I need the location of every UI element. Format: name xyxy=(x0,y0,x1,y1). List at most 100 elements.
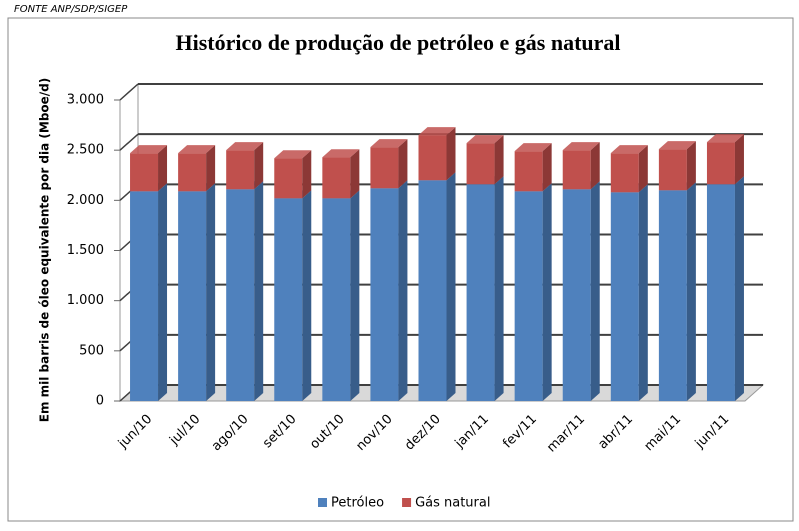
bar-side xyxy=(590,142,600,190)
bar-top xyxy=(370,139,408,148)
bar-side xyxy=(302,150,312,199)
bar-top xyxy=(610,145,648,154)
bar-side xyxy=(734,176,744,401)
bar-front xyxy=(418,135,447,181)
bar-top xyxy=(706,134,744,143)
bar-segment xyxy=(514,143,552,192)
bar-top xyxy=(226,142,264,151)
bar-segment xyxy=(706,134,744,185)
bar-side xyxy=(542,183,552,401)
bar-front xyxy=(562,150,591,190)
legend-label: Petróleo xyxy=(331,496,384,511)
bar-side xyxy=(638,145,648,193)
bar-front xyxy=(514,191,543,401)
bar-segment xyxy=(418,172,456,401)
bar-front xyxy=(658,190,687,401)
bar-segment xyxy=(226,181,264,401)
bar-side xyxy=(398,180,408,401)
y-tick-label: 2.500 xyxy=(67,143,104,158)
bar-segment xyxy=(418,127,456,181)
bar-front xyxy=(706,184,735,401)
source-note: FONTE ANP/SDP/SIGEP xyxy=(14,4,128,15)
bar-segment xyxy=(610,184,648,401)
bar-side xyxy=(158,183,168,401)
grid-line-side xyxy=(119,133,139,151)
bar-front xyxy=(370,147,399,189)
bar-side xyxy=(398,139,408,189)
bar-side xyxy=(446,172,456,401)
bar-side xyxy=(254,181,264,401)
bar-segment xyxy=(226,142,264,190)
bar-front xyxy=(658,149,687,191)
bar-segment xyxy=(322,190,360,401)
bar-front xyxy=(610,153,639,193)
bar-side xyxy=(686,182,696,401)
bar-top xyxy=(514,143,552,152)
bar-top xyxy=(562,142,600,151)
y-tick-label: 3.000 xyxy=(67,93,104,108)
legend-swatch xyxy=(318,498,327,507)
bar-side xyxy=(254,142,264,190)
bar-front xyxy=(322,157,351,199)
bar-front xyxy=(226,150,255,190)
bar-side xyxy=(158,145,168,192)
bar-side xyxy=(206,183,216,401)
legend-swatch xyxy=(402,498,412,507)
bar-segment xyxy=(514,183,552,401)
bar-side xyxy=(350,190,360,401)
legend-label: Gás natural xyxy=(415,496,490,511)
bar-top xyxy=(418,127,456,136)
bar-side xyxy=(494,135,504,185)
bar-front xyxy=(706,142,735,185)
grid-line-side xyxy=(119,83,139,101)
bar-front xyxy=(610,192,639,401)
bar-segment xyxy=(658,141,696,191)
bar-segment xyxy=(706,176,744,401)
bar-front xyxy=(514,151,543,192)
bar-side xyxy=(542,143,552,192)
bar-side xyxy=(206,145,216,192)
bar-segment xyxy=(274,190,312,401)
y-tick-label: 0 xyxy=(96,394,104,409)
bar-top xyxy=(178,145,216,154)
bar-segment xyxy=(178,183,216,401)
y-tick-label: 500 xyxy=(79,343,104,358)
bar-front xyxy=(178,153,207,192)
bar-side xyxy=(494,176,504,401)
bar-segment xyxy=(178,145,216,192)
bar-segment xyxy=(562,181,600,401)
bar-side xyxy=(590,181,600,401)
bar-side xyxy=(734,134,744,185)
y-axis-label: Em mil barris de óleo equivalente por di… xyxy=(38,78,52,422)
bar-top xyxy=(466,135,504,144)
bar-segment xyxy=(658,182,696,401)
chart-title: Histórico de produção de petróleo e gás … xyxy=(175,30,620,55)
bar-segment xyxy=(370,139,408,189)
bar-front xyxy=(178,191,207,401)
bar-side xyxy=(302,190,312,401)
bar-segment xyxy=(274,150,312,199)
bar-segment xyxy=(466,176,504,401)
bar-top xyxy=(130,145,168,154)
bar-segment xyxy=(322,149,360,199)
bar-front xyxy=(370,188,399,401)
bar-top xyxy=(658,141,696,150)
bar-front xyxy=(130,191,159,401)
bar-segment xyxy=(130,183,168,401)
bar-front xyxy=(466,143,495,185)
bar-top xyxy=(322,149,360,158)
bar-front xyxy=(274,198,303,401)
bar-front xyxy=(418,180,447,401)
bar-front xyxy=(322,198,351,401)
bar-segment xyxy=(130,145,168,192)
bar-front xyxy=(226,189,255,401)
bar-segment xyxy=(610,145,648,193)
bar-front xyxy=(130,153,159,192)
bar-front xyxy=(466,184,495,401)
bar-side xyxy=(446,127,456,181)
bar-side xyxy=(686,141,696,191)
y-tick-label: 1.000 xyxy=(67,293,104,308)
bar-top xyxy=(274,150,312,159)
bar-segment xyxy=(562,142,600,190)
